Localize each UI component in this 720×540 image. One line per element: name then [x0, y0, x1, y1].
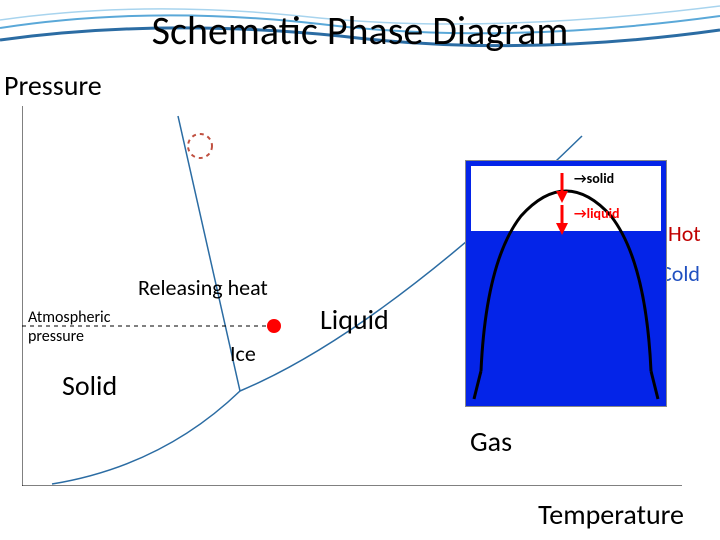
inset-arrow-liquid: [556, 205, 568, 235]
hot-label: Hot: [668, 220, 701, 247]
slide-title: Schematic Phase Diagram: [0, 6, 720, 55]
solid-gas-boundary: [52, 391, 240, 484]
ice-label: Ice: [230, 340, 256, 367]
highlighted-region-circle: [188, 134, 212, 158]
solid-region-label: Solid: [62, 368, 117, 403]
liquid-region-label: Liquid: [320, 302, 389, 337]
inset-panel: →solid →liquid: [465, 160, 667, 407]
y-axis-label: Pressure: [4, 68, 102, 103]
atmospheric-pressure-label: Atmospheric pressure: [28, 308, 110, 346]
ice-point-marker: [267, 319, 281, 333]
inset-liquid-text: →liquid: [574, 205, 620, 222]
x-axis-label: Temperature: [538, 497, 684, 532]
gas-region-label: Gas: [470, 424, 512, 459]
inset-dome-curve: [481, 191, 651, 371]
releasing-heat-label: Releasing heat: [138, 274, 268, 301]
inset-arrow-solid: [556, 173, 568, 203]
inset-left-leg: [474, 371, 481, 399]
inset-diagram: →solid →liquid: [466, 161, 666, 406]
inset-right-leg: [651, 371, 658, 399]
inset-solid-text: →solid: [574, 170, 614, 187]
